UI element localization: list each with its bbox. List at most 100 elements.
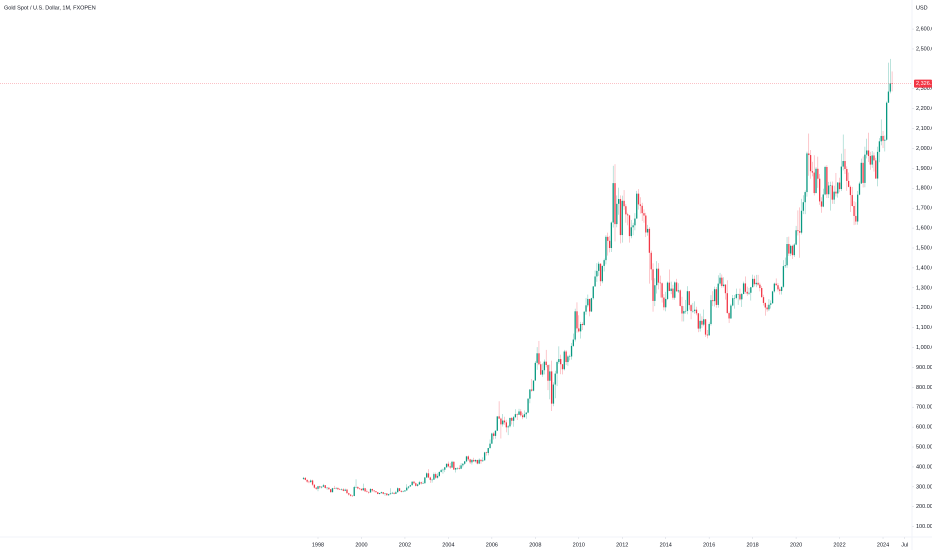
candle-body (521, 415, 524, 418)
candle-body (480, 459, 482, 462)
candle-body (308, 481, 310, 483)
candle-body (538, 353, 540, 365)
candle-body (710, 300, 712, 325)
candle-body (313, 484, 316, 488)
price-label: 2,326.14 (916, 81, 932, 87)
candle-body (860, 162, 862, 184)
candle-body (784, 265, 786, 267)
candle-body (876, 151, 879, 179)
candle-body (619, 199, 622, 236)
candle-body (648, 228, 651, 253)
candle-body (540, 364, 542, 375)
candle-body (471, 459, 473, 463)
candle-body (837, 182, 839, 194)
candle-body (371, 489, 373, 491)
candle-body (462, 463, 464, 466)
candle-body (328, 487, 330, 490)
candle-body (732, 298, 734, 306)
candle-body (335, 488, 337, 489)
candle-body (590, 298, 593, 312)
candle-body (795, 230, 797, 245)
candle-body (804, 192, 806, 203)
candle-body (426, 473, 428, 478)
candle-body (828, 185, 830, 195)
y-tick-label: 900.00 (916, 365, 932, 371)
chart-title: Gold Spot / U.S. Dollar, 1M, FXOPEN (4, 5, 96, 11)
candle-body (330, 489, 332, 493)
candle-body (694, 309, 696, 311)
candle-body (451, 461, 453, 468)
candle-body (811, 171, 814, 173)
candle-body (364, 488, 366, 492)
candle-body (563, 351, 565, 370)
candle-body (880, 135, 882, 142)
candle-body (873, 155, 875, 161)
candle-body (512, 417, 515, 421)
candle-body (494, 430, 497, 436)
candle-body (684, 310, 687, 312)
candle-body (802, 202, 804, 211)
candle-body (679, 290, 681, 306)
candle-body (348, 493, 350, 495)
x-tick-label: 2024 (877, 542, 889, 548)
candle-body (380, 492, 383, 494)
candle-body (324, 485, 326, 489)
candle-body (637, 193, 640, 205)
candle-body (406, 487, 408, 491)
candle-body (382, 492, 384, 494)
candle-body (427, 473, 430, 478)
candle-body (436, 475, 439, 478)
candle-body (762, 297, 765, 303)
x-tick-label: 2008 (529, 542, 541, 548)
x-tick-label: 2010 (573, 542, 585, 548)
candle-body (824, 166, 826, 195)
candle-body (697, 313, 699, 329)
candle-body (808, 153, 810, 156)
candle-body (585, 305, 587, 312)
candle-body (565, 351, 567, 363)
y-tick-label: 2,300.00 (916, 86, 932, 92)
candle-body (858, 183, 861, 195)
x-tick-label: Jul (901, 542, 908, 548)
candle-body (835, 191, 837, 194)
candle-body (558, 359, 560, 363)
candle-body (349, 494, 352, 496)
candle-body (536, 353, 538, 363)
candle-body (340, 489, 343, 490)
candle-body (429, 477, 431, 480)
candles (302, 58, 893, 497)
price-label-box (914, 79, 932, 88)
candle-body (724, 284, 727, 294)
candle-body (786, 244, 788, 266)
candle-body (326, 487, 328, 489)
candle-body (612, 183, 614, 223)
candle-body (822, 194, 824, 207)
x-tick-label: 2014 (660, 542, 672, 548)
y-tick-label: 1,700.00 (916, 206, 932, 212)
candle-body (362, 488, 364, 491)
candle-body (656, 268, 658, 286)
candle-body (514, 414, 517, 418)
candle-body (875, 160, 877, 179)
candle-body (603, 260, 605, 266)
candle-body (449, 466, 451, 468)
candle-body (424, 477, 426, 484)
candle-body (739, 294, 741, 300)
candle-body (855, 215, 857, 222)
candle-body (487, 448, 489, 454)
x-tick-label: 2006 (486, 542, 498, 548)
candle-body (529, 389, 531, 399)
candle-body (489, 443, 491, 449)
y-tick-label: 1,000.00 (916, 345, 932, 351)
candle-body (840, 166, 843, 190)
candle-body (413, 481, 415, 484)
candle-body (715, 289, 718, 305)
y-tick-label: 1,100.00 (916, 325, 932, 331)
y-tick-label: 1,200.00 (916, 305, 932, 311)
y-tick-label: 1,600.00 (916, 226, 932, 232)
candle-body (617, 199, 620, 204)
candle-body (639, 204, 642, 206)
candle-body (550, 371, 553, 404)
candle-body (701, 320, 703, 325)
candle-body (833, 191, 835, 200)
